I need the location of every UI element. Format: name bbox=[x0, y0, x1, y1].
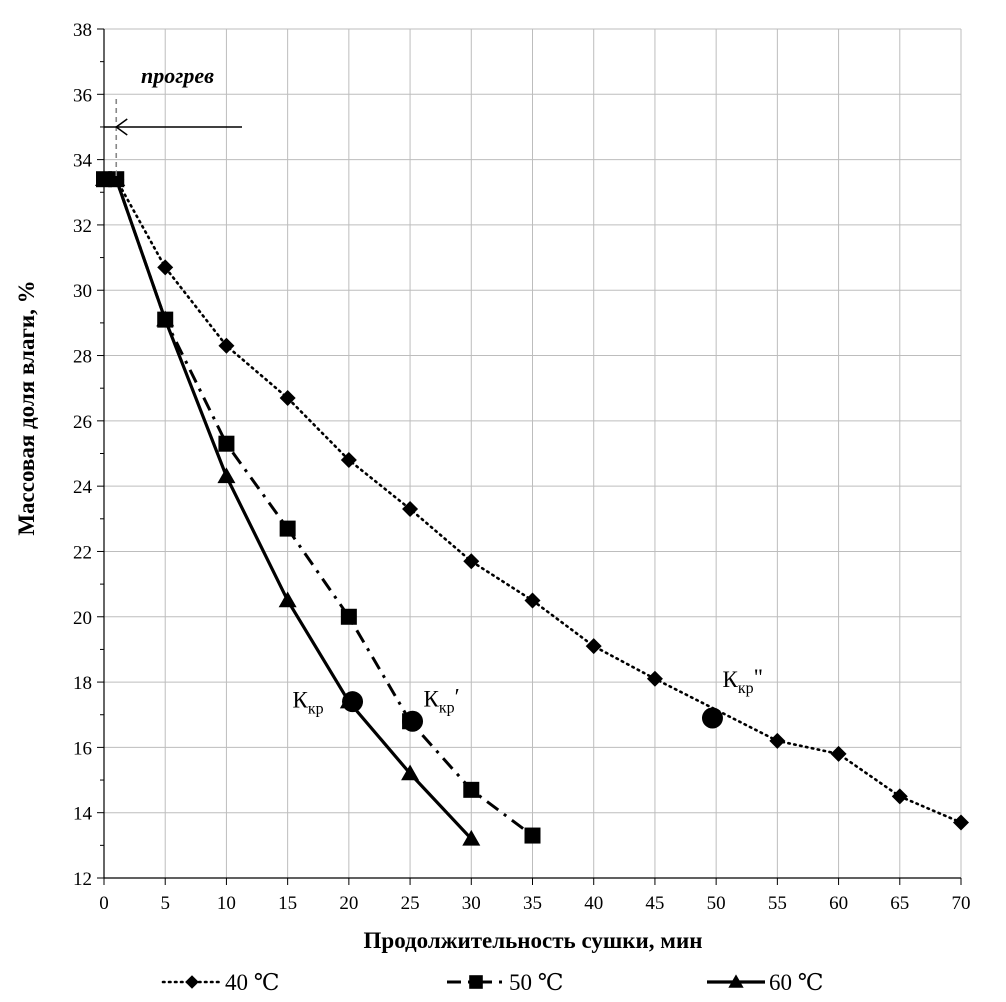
x-tick-label: 0 bbox=[99, 893, 109, 914]
critical-point-subscript: кр bbox=[738, 680, 754, 697]
x-tick-label: 70 bbox=[952, 893, 971, 914]
y-tick-label: 14 bbox=[73, 804, 93, 825]
legend-item-2: 50 ℃ bbox=[447, 970, 563, 995]
x-tick-label: 65 bbox=[890, 893, 909, 914]
data-point-triangle bbox=[95, 170, 113, 186]
heating-label: прогрев bbox=[141, 63, 214, 88]
data-point-diamond bbox=[218, 337, 235, 354]
legend: 40 ℃ 50 ℃ 60 ℃ bbox=[161, 970, 823, 995]
y-tick-label: 20 bbox=[73, 608, 92, 629]
y-tick-label: 24 bbox=[73, 477, 93, 498]
y-tick-label: 32 bbox=[73, 216, 92, 237]
critical-points: Ккр Ккр′Ккр" bbox=[293, 665, 763, 732]
legend-marker bbox=[728, 974, 744, 988]
x-axis-ticks: 0 5 10 15 20 25 30 35 40 45 50 55 60 65 70 bbox=[99, 878, 971, 914]
data-point-diamond bbox=[830, 745, 847, 762]
data-point-triangle bbox=[107, 170, 126, 186]
data-point-diamond bbox=[524, 592, 541, 609]
data-point-triangle bbox=[217, 467, 236, 484]
critical-point-prime: ′ bbox=[455, 684, 460, 709]
legend-label: 40 ℃ bbox=[225, 970, 279, 995]
x-tick-label: 15 bbox=[278, 893, 297, 914]
critical-point-label: Ккр" bbox=[722, 665, 763, 697]
data-point-diamond bbox=[340, 452, 357, 469]
data-point-diamond bbox=[953, 814, 969, 831]
data-point-diamond bbox=[585, 638, 602, 655]
critical-point-letter: К bbox=[722, 667, 738, 692]
x-tick-label: 40 bbox=[584, 893, 603, 914]
y-axis-ticks: 12 14 16 18 20 22 24 26 28 30 32 34 36 38 bbox=[73, 20, 104, 890]
data-point-diamond bbox=[769, 732, 786, 749]
heating-arrow-head bbox=[114, 118, 128, 136]
y-tick-label: 26 bbox=[73, 412, 92, 433]
critical-point-marker bbox=[701, 707, 723, 729]
critical-point-prime: " bbox=[754, 665, 763, 690]
legend-label: 60 ℃ bbox=[769, 970, 823, 995]
x-tick-label: 10 bbox=[217, 893, 236, 914]
x-tick-label: 50 bbox=[707, 893, 726, 914]
data-point-square bbox=[279, 520, 296, 537]
x-tick-label: 5 bbox=[160, 893, 170, 914]
series-line bbox=[104, 177, 473, 840]
data-point-triangle bbox=[401, 764, 420, 781]
legend-marker bbox=[469, 975, 483, 989]
critical-point-marker bbox=[402, 710, 424, 732]
legend-item-1: 40 ℃ bbox=[161, 970, 279, 995]
critical-point-marker bbox=[342, 691, 364, 713]
x-tick-label: 60 bbox=[829, 893, 848, 914]
data-point-diamond bbox=[279, 389, 296, 406]
data-point-diamond bbox=[157, 259, 174, 276]
y-tick-label: 28 bbox=[73, 347, 92, 368]
data-point-triangle bbox=[278, 591, 297, 608]
data-point-diamond bbox=[646, 670, 663, 687]
x-tick-label: 20 bbox=[339, 893, 358, 914]
data-point-triangle bbox=[462, 829, 481, 846]
y-tick-label: 18 bbox=[73, 673, 92, 694]
y-tick-label: 34 bbox=[73, 151, 93, 172]
x-tick-label: 45 bbox=[645, 893, 664, 914]
critical-point-subscript: кр bbox=[308, 701, 324, 718]
critical-point-letter: К bbox=[424, 686, 440, 711]
heating-annotation: прогрев bbox=[104, 63, 242, 178]
data-point-diamond bbox=[402, 501, 419, 518]
data-point-square bbox=[340, 608, 357, 625]
critical-point-label: Ккр′ bbox=[424, 684, 460, 716]
y-tick-label: 36 bbox=[73, 85, 92, 106]
legend-item-3: 60 ℃ bbox=[707, 970, 823, 995]
legend-label: 50 ℃ bbox=[509, 970, 563, 995]
data-point-diamond bbox=[463, 553, 480, 570]
y-tick-label: 22 bbox=[73, 542, 92, 563]
x-tick-label: 25 bbox=[401, 893, 420, 914]
y-tick-label: 30 bbox=[73, 281, 92, 302]
legend-marker bbox=[185, 975, 199, 989]
y-tick-label: 16 bbox=[73, 738, 92, 759]
y-tick-label: 38 bbox=[73, 20, 92, 41]
data-point-square bbox=[218, 435, 235, 452]
data-point-triangle bbox=[156, 310, 175, 327]
data-point-square bbox=[524, 827, 541, 844]
x-tick-label: 35 bbox=[523, 893, 542, 914]
data-point-diamond bbox=[891, 788, 908, 805]
x-axis-title: Продолжительность сушки, мин bbox=[364, 928, 703, 953]
critical-point-label: Ккр bbox=[293, 688, 324, 718]
x-tick-label: 55 bbox=[768, 893, 787, 914]
series-line bbox=[104, 177, 534, 837]
series-3 bbox=[95, 170, 481, 846]
critical-point-subscript: кр bbox=[439, 699, 455, 716]
series-layer bbox=[95, 170, 969, 846]
x-tick-label: 30 bbox=[462, 893, 481, 914]
data-point-square bbox=[463, 781, 480, 798]
y-axis-title: Массовая доля влаги, % bbox=[14, 280, 39, 535]
y-tick-label: 12 bbox=[73, 869, 92, 890]
critical-point-letter: К bbox=[293, 688, 309, 713]
